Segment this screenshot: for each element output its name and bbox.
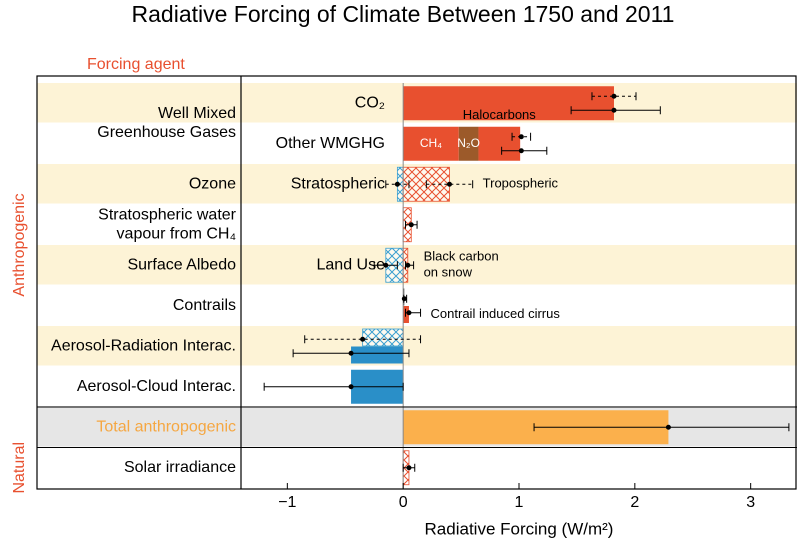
x-axis-title: Radiative Forcing (W/m²): [425, 519, 614, 538]
header: Forcing agent: [87, 56, 185, 73]
bar-segment: [403, 306, 409, 323]
annotation: on snow: [424, 265, 473, 280]
estimate-point: [383, 262, 389, 268]
estimate-point: [406, 465, 412, 471]
estimate-point: [360, 336, 366, 342]
agent-label: Ozone: [189, 175, 236, 192]
bar-segment: [351, 346, 404, 364]
estimate-point: [394, 181, 400, 187]
agent-label: Aerosol-Cloud Interac.: [77, 378, 236, 395]
row-band: [37, 326, 797, 366]
agent-label: vapour from CH₄: [117, 225, 236, 242]
agent-label: Total anthropogenic: [96, 418, 236, 435]
agent-label: Greenhouse Gases: [97, 124, 236, 141]
section-label: Anthropogenic: [11, 193, 28, 296]
annotation: Tropospheric: [483, 176, 559, 191]
bar-segment: [458, 126, 479, 161]
sub-label: Other WMGHG: [276, 135, 385, 152]
annotation: Contrail induced cirrus: [431, 306, 561, 321]
estimate-point: [518, 134, 524, 140]
agent-label: Stratospheric water: [98, 206, 237, 223]
x-tick-label: 2: [630, 494, 639, 511]
estimate-point: [518, 148, 524, 154]
segment-label: N₂O: [457, 136, 480, 150]
bar-segment: [362, 328, 404, 347]
agent-label: Solar irradiance: [124, 459, 236, 476]
agent-label: Well Mixed: [158, 105, 236, 122]
x-tick-label: 3: [746, 494, 755, 511]
sub-label: Land Use: [317, 256, 386, 273]
bar-segment: [403, 86, 614, 121]
estimate-point: [401, 296, 407, 302]
x-tick-label: 1: [515, 494, 524, 511]
estimate-point: [611, 93, 617, 99]
sub-label: CO₂: [355, 94, 385, 111]
agent-label: Aerosol-Radiation Interac.: [51, 337, 236, 354]
bar-segment: [478, 126, 521, 161]
annotation: Halocarbons: [463, 107, 536, 122]
x-tick-label: −1: [278, 494, 296, 511]
estimate-point: [406, 310, 412, 316]
x-tick-label: 0: [399, 494, 408, 511]
section-label: Natural: [11, 442, 28, 494]
frame: [36, 75, 797, 490]
estimate-point: [408, 222, 414, 228]
agent-label: Contrails: [173, 297, 236, 314]
segment-label: CH₄: [420, 136, 442, 150]
foreground: Well Mixed Greenhouse Gases CO₂ Other WMGHG…: [11, 75, 797, 511]
estimate-point: [348, 350, 354, 356]
bar-segment: [403, 126, 459, 161]
agent-label: Surface Albedo: [127, 256, 236, 273]
annotation: Black carbon: [424, 249, 499, 264]
estimate-point: [447, 181, 452, 187]
estimate-point: [665, 424, 671, 430]
estimate-point: [611, 107, 617, 113]
row-band: [37, 245, 797, 285]
sub-label: Stratospheric: [291, 175, 385, 192]
estimate-point: [405, 262, 411, 268]
chart-title: Radiative Forcing of Climate Between 175…: [132, 1, 675, 27]
estimate-point: [348, 384, 354, 390]
